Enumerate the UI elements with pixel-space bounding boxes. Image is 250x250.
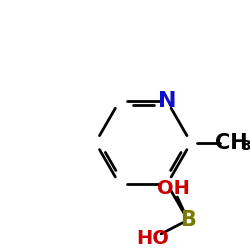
Text: N: N	[158, 91, 176, 111]
Text: OH: OH	[157, 179, 190, 198]
Text: B: B	[180, 210, 196, 230]
Text: 3: 3	[241, 139, 250, 153]
Text: CH: CH	[215, 132, 248, 152]
Text: HO: HO	[136, 229, 169, 248]
